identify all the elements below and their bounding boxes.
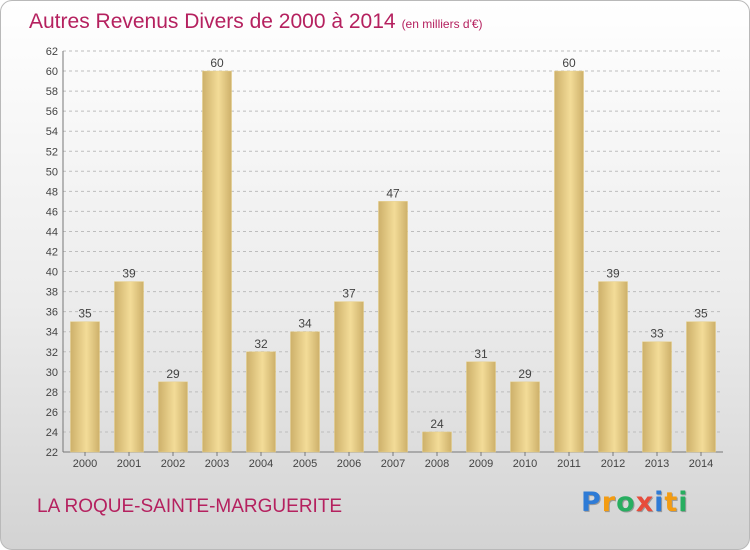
- x-tick-label: 2005: [293, 458, 317, 470]
- logo-letter: r: [601, 487, 617, 518]
- y-tick-label: 32: [46, 347, 58, 359]
- x-tick-label: 2004: [249, 458, 273, 470]
- chart-title: Autres Revenus Divers de 2000 à 2014 (en …: [29, 10, 483, 34]
- bar-2005: [290, 331, 320, 453]
- bar-value-label: 29: [518, 367, 532, 381]
- bar-2000: [70, 321, 100, 453]
- bar-value-label: 34: [298, 317, 312, 331]
- x-tick-label: 2006: [337, 458, 361, 470]
- y-tick-label: 42: [46, 247, 58, 259]
- proxiti-logo: Proxiti: [581, 487, 689, 518]
- x-tick-label: 2007: [381, 458, 405, 470]
- bar-value-label: 39: [122, 267, 136, 281]
- bar-2002: [158, 381, 188, 453]
- y-tick-label: 58: [46, 86, 58, 98]
- bar-value-label: 35: [694, 307, 708, 321]
- y-tick-label: 38: [46, 287, 58, 299]
- bar-2012: [598, 281, 628, 453]
- bar-value-label: 29: [166, 367, 180, 381]
- x-tick-label: 2012: [601, 458, 625, 470]
- x-tick-label: 2000: [73, 458, 97, 470]
- commune-name: LA ROQUE-SAINTE-MARGUERITE: [37, 496, 343, 517]
- x-tick-label: 2001: [117, 458, 141, 470]
- y-tick-label: 56: [46, 106, 58, 118]
- chart-title-text: Autres Revenus Divers de 2000 à 2014: [29, 10, 396, 33]
- x-tick-label: 2014: [689, 458, 713, 470]
- bar-2001: [114, 281, 144, 453]
- x-tick-label: 2011: [557, 458, 581, 470]
- bar-2004: [246, 351, 276, 453]
- y-tick-label: 62: [46, 46, 58, 58]
- y-tick-label: 54: [46, 126, 58, 138]
- y-tick-label: 50: [46, 166, 58, 178]
- y-tick-label: 60: [46, 66, 58, 78]
- bar-value-label: 32: [254, 337, 268, 351]
- bar-2003: [202, 70, 232, 453]
- logo-letter: i: [678, 487, 689, 518]
- x-tick-label: 2010: [513, 458, 537, 470]
- bar-2014: [686, 321, 716, 453]
- y-tick-label: 44: [46, 226, 58, 238]
- x-tick-label: 2002: [161, 458, 185, 470]
- y-tick-label: 24: [46, 427, 58, 439]
- x-tick-label: 2003: [205, 458, 229, 470]
- y-tick-label: 46: [46, 206, 58, 218]
- logo-letter: x: [635, 487, 655, 518]
- bar-2009: [466, 361, 496, 453]
- bar-2007: [378, 201, 408, 453]
- x-tick-label: 2008: [425, 458, 449, 470]
- bars: 35 39 29 60 32 34 37 47 24 31 29 60 39 33 35: [70, 56, 716, 453]
- logo-letter: i: [654, 487, 665, 518]
- chart-title-unit: (en milliers d'€): [401, 17, 483, 31]
- bar-2013: [642, 341, 672, 453]
- y-tick-label: 34: [46, 327, 58, 339]
- bar-2008: [422, 431, 452, 453]
- bar-2011: [554, 70, 584, 453]
- x-tick-label: 2013: [645, 458, 669, 470]
- bar-value-label: 47: [386, 186, 400, 200]
- y-tick-label: 40: [46, 267, 58, 279]
- y-tick-label: 30: [46, 367, 58, 379]
- bar-value-label: 60: [562, 56, 576, 70]
- bar-2006: [334, 301, 364, 453]
- bar-2010: [510, 381, 540, 453]
- bar-value-label: 60: [210, 56, 224, 70]
- x-tick-label: 2009: [469, 458, 493, 470]
- bar-value-label: 39: [606, 267, 620, 281]
- y-tick-label: 28: [46, 387, 58, 399]
- bar-value-label: 35: [78, 307, 92, 321]
- logo-letter: P: [581, 487, 602, 518]
- bar-value-label: 31: [474, 347, 488, 361]
- y-tick-label: 22: [46, 447, 58, 459]
- logo-letter: o: [616, 487, 636, 518]
- bar-value-label: 33: [650, 327, 664, 341]
- y-tick-label: 36: [46, 307, 58, 319]
- y-tick-label: 52: [46, 146, 58, 158]
- y-tick-label: 48: [46, 186, 58, 198]
- bar-value-label: 37: [342, 287, 356, 301]
- bar-value-label: 24: [430, 417, 444, 431]
- logo-letter: t: [664, 487, 679, 518]
- x-axis: 2000 2001 2002 2003 2004 2005 2006 2007 2008 2009…: [73, 452, 713, 470]
- y-tick-label: 26: [46, 407, 58, 419]
